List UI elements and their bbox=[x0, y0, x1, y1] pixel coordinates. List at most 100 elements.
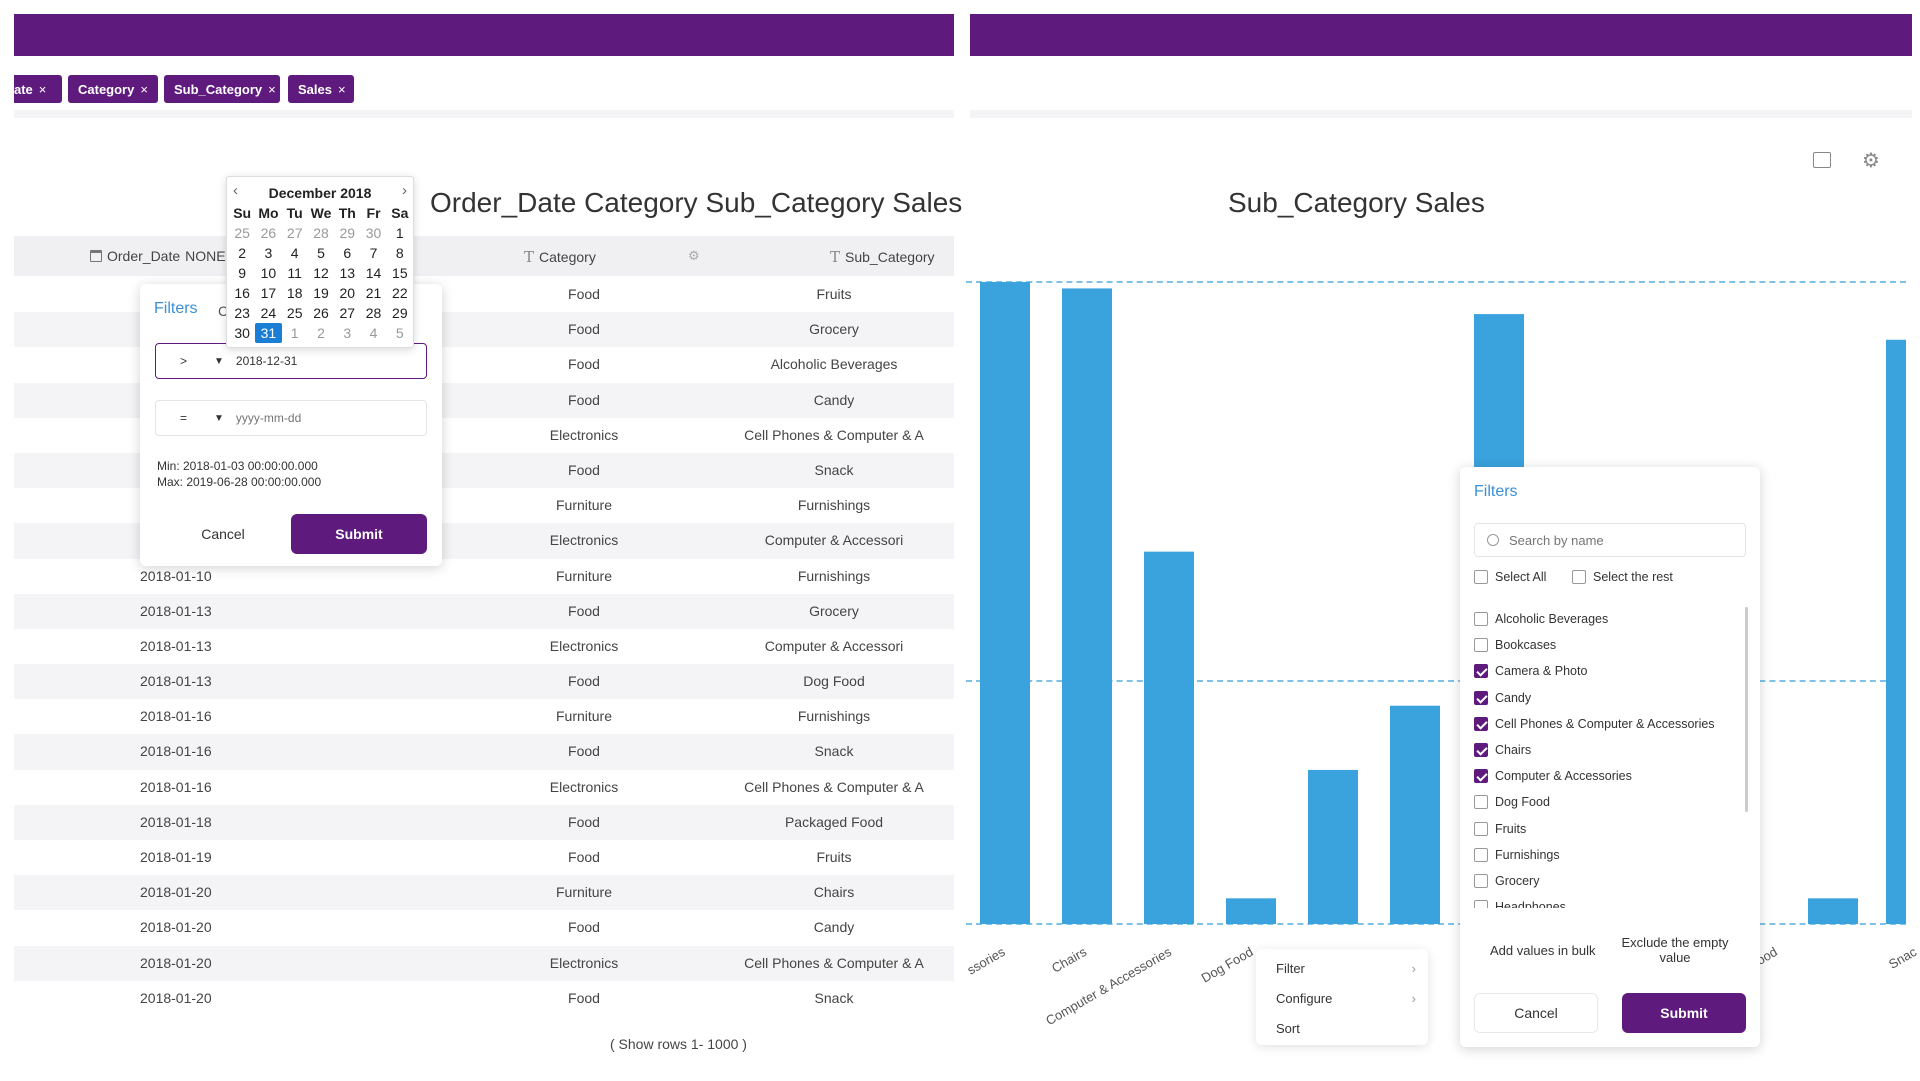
calendar-day[interactable]: 14 bbox=[365, 265, 382, 281]
menu-item-filter[interactable]: Filter › bbox=[1276, 961, 1416, 976]
checkbox[interactable] bbox=[1474, 612, 1488, 626]
checkbox[interactable] bbox=[1474, 847, 1488, 862]
operator-select-2[interactable]: = bbox=[180, 411, 188, 425]
gear-icon[interactable]: ⚙ bbox=[688, 248, 700, 263]
calendar-day[interactable]: 25 bbox=[286, 305, 303, 321]
field-chip[interactable]: ate × bbox=[14, 75, 62, 103]
calendar-day[interactable]: 5 bbox=[395, 325, 404, 341]
checkbox[interactable] bbox=[1474, 690, 1488, 705]
checkbox[interactable] bbox=[1474, 743, 1488, 757]
close-icon[interactable]: × bbox=[337, 81, 346, 97]
calendar-day[interactable]: 28 bbox=[365, 305, 382, 321]
filter-option[interactable]: Headphones bbox=[1474, 900, 1566, 909]
calendar-day[interactable]: 27 bbox=[339, 305, 356, 321]
date-condition-2[interactable]: = ▼ bbox=[155, 400, 427, 436]
filter-option[interactable]: Furnishings bbox=[1474, 847, 1560, 862]
checkbox[interactable] bbox=[1572, 570, 1586, 584]
chart-bar[interactable] bbox=[1062, 288, 1112, 924]
calendar-day[interactable]: 28 bbox=[313, 225, 329, 241]
chart-bar[interactable] bbox=[1144, 551, 1194, 924]
search-input[interactable] bbox=[1509, 532, 1709, 548]
calendar-day[interactable]: 21 bbox=[365, 285, 382, 301]
checkbox[interactable] bbox=[1474, 900, 1488, 909]
calendar-day[interactable]: 11 bbox=[287, 265, 302, 281]
filter-option[interactable]: Bookcases bbox=[1474, 638, 1556, 653]
calendar-day[interactable]: 15 bbox=[392, 265, 408, 281]
checkbox[interactable] bbox=[1474, 821, 1488, 836]
checkbox[interactable] bbox=[1474, 664, 1488, 679]
close-icon[interactable]: × bbox=[268, 81, 276, 97]
calendar-day[interactable]: 9 bbox=[238, 265, 247, 281]
calendar-day[interactable]: 19 bbox=[313, 285, 329, 301]
field-chip[interactable]: Category × bbox=[68, 75, 158, 103]
exclude-empty-button[interactable]: Exclude the empty value bbox=[1621, 935, 1729, 965]
select-all-checkbox[interactable]: Select All bbox=[1474, 570, 1546, 584]
calendar-day[interactable]: 10 bbox=[260, 265, 277, 281]
header-sub-category[interactable]: T Sub_Category bbox=[830, 248, 935, 266]
date-value-1[interactable]: 2018-12-31 bbox=[235, 354, 298, 368]
calendar-day[interactable]: 7 bbox=[369, 245, 378, 261]
menu-item-sort[interactable]: Sort bbox=[1276, 1021, 1300, 1036]
calendar-day[interactable]: 3 bbox=[343, 325, 352, 341]
header-category[interactable]: T Category bbox=[524, 248, 596, 266]
calendar-day[interactable]: 12 bbox=[313, 265, 329, 281]
field-chip[interactable]: Sales × bbox=[288, 75, 354, 103]
next-month-button[interactable]: › bbox=[402, 182, 407, 199]
calendar-day[interactable]: 16 bbox=[234, 285, 250, 301]
checkbox[interactable] bbox=[1474, 716, 1488, 731]
calendar-day[interactable]: 23 bbox=[234, 305, 250, 321]
filter-option[interactable]: Candy bbox=[1474, 690, 1531, 705]
chart-bar[interactable] bbox=[1390, 705, 1440, 924]
checkbox[interactable] bbox=[1474, 769, 1488, 784]
checkbox[interactable] bbox=[1474, 638, 1488, 653]
close-icon[interactable]: × bbox=[38, 81, 47, 97]
options-scrollbar[interactable] bbox=[1745, 607, 1748, 812]
chart-bar[interactable] bbox=[1308, 769, 1358, 924]
calendar-day[interactable]: 1 bbox=[395, 225, 404, 241]
calendar-day[interactable]: 17 bbox=[260, 285, 277, 301]
calendar-day[interactable]: 8 bbox=[395, 245, 404, 261]
calendar-day[interactable]: 30 bbox=[365, 225, 382, 241]
calendar-day[interactable]: 2 bbox=[317, 325, 325, 341]
filter-option[interactable]: Computer & Accessories bbox=[1474, 769, 1632, 784]
calendar-day[interactable]: 2 bbox=[238, 245, 247, 261]
calendar-day[interactable]: 18 bbox=[286, 285, 303, 301]
calendar-day[interactable]: 13 bbox=[339, 265, 356, 281]
calendar-day[interactable]: 29 bbox=[339, 225, 356, 241]
select-rest-checkbox[interactable]: Select the rest bbox=[1572, 570, 1673, 584]
calendar-day[interactable]: 4 bbox=[369, 325, 378, 341]
cancel-button[interactable]: Cancel bbox=[1474, 993, 1598, 1033]
operator-select-1[interactable]: > bbox=[180, 354, 188, 368]
calendar-day[interactable]: 3 bbox=[264, 245, 273, 261]
header-order-date[interactable]: Order_Date NONE bbox=[90, 248, 226, 264]
filter-option[interactable]: Fruits bbox=[1474, 821, 1526, 836]
gear-icon[interactable]: ⚙ bbox=[1862, 150, 1880, 172]
calendar-day[interactable]: 31 bbox=[255, 323, 282, 343]
submit-button[interactable]: Submit bbox=[291, 514, 427, 554]
calendar-day[interactable]: 1 bbox=[290, 325, 299, 341]
calendar-day[interactable]: 5 bbox=[317, 245, 325, 261]
close-icon[interactable]: × bbox=[140, 81, 148, 97]
chart-bar[interactable] bbox=[980, 282, 1030, 924]
calendar-day[interactable]: 26 bbox=[260, 225, 277, 241]
calendar-day[interactable]: 24 bbox=[260, 305, 277, 321]
filter-option[interactable]: Chairs bbox=[1474, 743, 1531, 757]
field-chip[interactable]: Sub_Category × bbox=[164, 75, 280, 103]
calendar-day[interactable]: 20 bbox=[339, 285, 356, 301]
chart-bar[interactable] bbox=[1808, 898, 1858, 924]
calendar-day[interactable]: 4 bbox=[290, 245, 299, 261]
calendar-day[interactable]: 6 bbox=[343, 245, 352, 261]
date-filter-tab[interactable]: C bbox=[218, 303, 229, 319]
calendar-day[interactable]: 22 bbox=[392, 285, 408, 301]
search-field[interactable] bbox=[1474, 523, 1746, 557]
table-icon[interactable] bbox=[1813, 152, 1831, 168]
calendar-day[interactable]: 25 bbox=[234, 225, 250, 241]
date-value-2[interactable] bbox=[235, 411, 386, 425]
checkbox[interactable] bbox=[1474, 570, 1488, 584]
filter-option[interactable]: Dog Food bbox=[1474, 795, 1550, 810]
filter-option[interactable]: Grocery bbox=[1474, 874, 1539, 888]
filter-option[interactable]: Camera & Photo bbox=[1474, 664, 1587, 679]
menu-item-configure[interactable]: Configure › bbox=[1276, 991, 1416, 1006]
filter-option[interactable]: Cell Phones & Computer & Accessories bbox=[1474, 716, 1715, 731]
filter-option[interactable]: Alcoholic Beverages bbox=[1474, 612, 1608, 626]
